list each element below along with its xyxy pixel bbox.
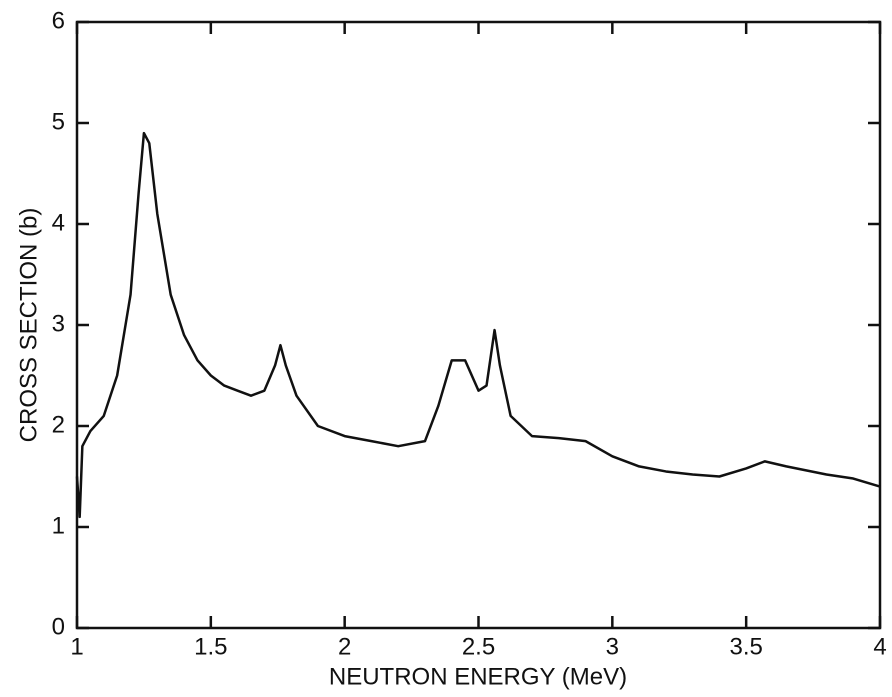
x-axis-label: NEUTRON ENERGY (MeV) <box>329 663 627 690</box>
x-tick-label: 1.5 <box>194 633 227 660</box>
y-tick-label: 4 <box>52 209 65 236</box>
y-tick-label: 0 <box>52 613 65 640</box>
x-tick-label: 4 <box>873 633 886 660</box>
x-tick-label: 3.5 <box>729 633 762 660</box>
y-axis-label: CROSS SECTION (b) <box>15 208 42 443</box>
y-tick-label: 5 <box>52 108 65 135</box>
y-tick-label: 1 <box>52 512 65 539</box>
y-tick-label: 3 <box>52 310 65 337</box>
x-tick-label: 1 <box>70 633 83 660</box>
x-tick-label: 3 <box>606 633 619 660</box>
x-tick-label: 2.5 <box>462 633 495 660</box>
data-line <box>75 131 881 519</box>
y-tick-label: 6 <box>52 7 65 34</box>
y-tick-label: 2 <box>52 411 65 438</box>
x-tick-label: 2 <box>338 633 351 660</box>
plot-frame <box>75 20 882 630</box>
